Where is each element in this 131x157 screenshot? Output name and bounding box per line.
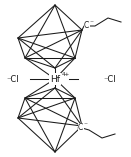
Text: C: C	[78, 124, 83, 133]
Text: ⁻: ⁻	[83, 121, 87, 130]
Text: C: C	[84, 22, 89, 30]
Text: Hf: Hf	[50, 75, 60, 84]
Text: ⁻: ⁻	[89, 19, 93, 27]
Text: ⁻Cl: ⁻Cl	[103, 75, 116, 84]
Text: ⁻Cl: ⁻Cl	[6, 75, 19, 84]
Text: 4+: 4+	[62, 71, 70, 76]
